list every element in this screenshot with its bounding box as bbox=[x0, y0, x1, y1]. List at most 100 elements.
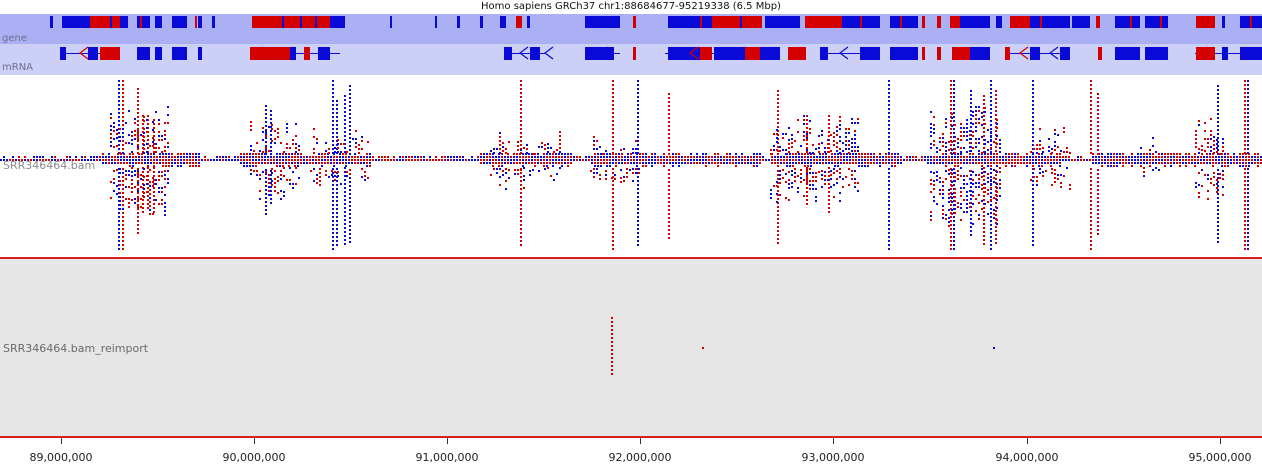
bam-track[interactable]: SRR346464.bam bbox=[0, 75, 1262, 257]
gene-feature[interactable] bbox=[140, 16, 142, 28]
gene-feature[interactable] bbox=[765, 16, 800, 28]
gene-feature[interactable] bbox=[50, 16, 53, 28]
gene-feature[interactable] bbox=[740, 16, 742, 28]
mrna-exon[interactable] bbox=[714, 47, 745, 60]
gene-feature[interactable] bbox=[137, 16, 150, 28]
gene-feature[interactable] bbox=[1030, 16, 1070, 28]
gene-feature[interactable] bbox=[62, 16, 90, 28]
mrna-exon[interactable] bbox=[1098, 47, 1102, 60]
gene-feature[interactable] bbox=[937, 16, 941, 28]
gene-feature[interactable] bbox=[805, 16, 842, 28]
gene-feature[interactable] bbox=[668, 16, 712, 28]
mrna-exon[interactable] bbox=[760, 47, 780, 60]
gene-feature[interactable] bbox=[457, 16, 460, 28]
mrna-exon[interactable] bbox=[172, 47, 187, 60]
gene-feature[interactable] bbox=[1115, 16, 1140, 28]
mrna-exon[interactable] bbox=[745, 47, 760, 60]
gene-feature[interactable] bbox=[527, 16, 530, 28]
mrna-exon[interactable] bbox=[700, 47, 712, 60]
gene-feature[interactable] bbox=[390, 16, 392, 28]
gene-feature[interactable] bbox=[198, 16, 202, 28]
gene-feature[interactable] bbox=[1072, 16, 1090, 28]
gene-feature[interactable] bbox=[212, 16, 215, 28]
gene-feature[interactable] bbox=[195, 16, 197, 28]
gene-track[interactable]: gene bbox=[0, 14, 1262, 44]
gene-feature[interactable] bbox=[435, 16, 437, 28]
mrna-exon[interactable] bbox=[1060, 47, 1070, 60]
gene-feature[interactable] bbox=[90, 16, 120, 28]
gene-feature[interactable] bbox=[900, 16, 902, 28]
mrna-exon[interactable] bbox=[788, 47, 806, 60]
mrna-exon[interactable] bbox=[318, 47, 330, 60]
mrna-exon[interactable] bbox=[290, 47, 296, 60]
mrna-track[interactable]: mRNA bbox=[0, 44, 1262, 75]
mrna-exon[interactable] bbox=[633, 47, 636, 60]
reimport-read-pileup[interactable] bbox=[0, 259, 1262, 436]
gene-feature[interactable] bbox=[1130, 16, 1132, 28]
gene-feature[interactable] bbox=[860, 16, 862, 28]
mrna-exon[interactable] bbox=[155, 47, 162, 60]
mrna-exon[interactable] bbox=[304, 47, 310, 60]
mrna-exon[interactable] bbox=[1115, 47, 1140, 60]
gene-feature[interactable] bbox=[120, 16, 128, 28]
mrna-exon[interactable] bbox=[890, 47, 918, 60]
mrna-exon[interactable] bbox=[1030, 47, 1040, 60]
gene-feature[interactable] bbox=[315, 16, 317, 28]
gene-feature[interactable] bbox=[1222, 16, 1225, 28]
mrna-exon[interactable] bbox=[922, 47, 925, 60]
gene-feature[interactable] bbox=[633, 16, 636, 28]
gene-feature[interactable] bbox=[1010, 16, 1030, 28]
gene-feature[interactable] bbox=[300, 16, 302, 28]
gene-feature[interactable] bbox=[1196, 16, 1215, 28]
bam-read-pileup[interactable] bbox=[0, 75, 1262, 257]
gene-feature[interactable] bbox=[922, 16, 925, 28]
mrna-exon[interactable] bbox=[585, 47, 614, 60]
gene-feature[interactable] bbox=[960, 16, 990, 28]
gene-feature[interactable] bbox=[1040, 16, 1042, 28]
gene-feature[interactable] bbox=[1250, 16, 1252, 28]
mrna-exon[interactable] bbox=[820, 47, 828, 60]
mrna-exon[interactable] bbox=[100, 47, 120, 60]
gene-feature[interactable] bbox=[950, 16, 960, 28]
mrna-exon[interactable] bbox=[937, 47, 941, 60]
mrna-exon[interactable] bbox=[137, 47, 150, 60]
mrna-exon[interactable] bbox=[952, 47, 970, 60]
mrna-exon[interactable] bbox=[860, 47, 880, 60]
mrna-exon[interactable] bbox=[88, 47, 98, 60]
gene-feature[interactable] bbox=[712, 16, 720, 28]
gene-feature[interactable] bbox=[330, 16, 345, 28]
gene-feature[interactable] bbox=[996, 16, 1002, 28]
mrna-exon[interactable] bbox=[504, 47, 512, 60]
gene-feature[interactable] bbox=[890, 16, 918, 28]
gene-features[interactable] bbox=[0, 14, 1262, 44]
mrna-exon[interactable] bbox=[198, 47, 202, 60]
mrna-exon[interactable] bbox=[1240, 47, 1262, 60]
gene-feature[interactable] bbox=[516, 16, 522, 28]
gene-feature[interactable] bbox=[1160, 16, 1162, 28]
mrna-exon[interactable] bbox=[970, 47, 990, 60]
track-separator-bottom[interactable] bbox=[0, 436, 1262, 438]
gene-feature[interactable] bbox=[155, 16, 162, 28]
mrna-exon[interactable] bbox=[1145, 47, 1168, 60]
mrna-exon[interactable] bbox=[1196, 47, 1215, 60]
mrna-exon[interactable] bbox=[668, 47, 700, 60]
gene-feature[interactable] bbox=[110, 16, 112, 28]
gene-feature[interactable] bbox=[252, 16, 270, 28]
mrna-exon[interactable] bbox=[1005, 47, 1010, 60]
track-separator[interactable] bbox=[0, 257, 1262, 259]
mrna-features[interactable] bbox=[0, 44, 1262, 75]
gene-feature[interactable] bbox=[172, 16, 187, 28]
gene-feature[interactable] bbox=[282, 16, 284, 28]
gene-feature[interactable] bbox=[1096, 16, 1100, 28]
gene-feature[interactable] bbox=[100, 16, 102, 28]
mrna-exon[interactable] bbox=[1222, 47, 1228, 60]
coordinate-axis[interactable]: 89,000,000 90,000,000 91,000,000 92,000,000… bbox=[0, 438, 1262, 465]
gene-feature[interactable] bbox=[585, 16, 620, 28]
mrna-exon[interactable] bbox=[60, 47, 66, 60]
gene-feature[interactable] bbox=[480, 16, 483, 28]
gene-feature[interactable] bbox=[700, 16, 702, 28]
mrna-exon[interactable] bbox=[530, 47, 540, 60]
reimport-track[interactable]: SRR346464.bam_reimport bbox=[0, 259, 1262, 436]
gene-feature[interactable] bbox=[1145, 16, 1168, 28]
gene-feature[interactable] bbox=[500, 16, 506, 28]
